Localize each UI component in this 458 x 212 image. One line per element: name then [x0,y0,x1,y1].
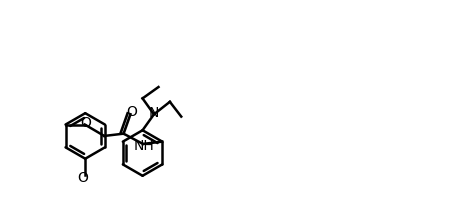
Text: O: O [77,171,88,185]
Text: O: O [126,105,137,119]
Text: NH: NH [134,139,154,153]
Text: N: N [149,106,159,120]
Text: O: O [81,116,92,130]
